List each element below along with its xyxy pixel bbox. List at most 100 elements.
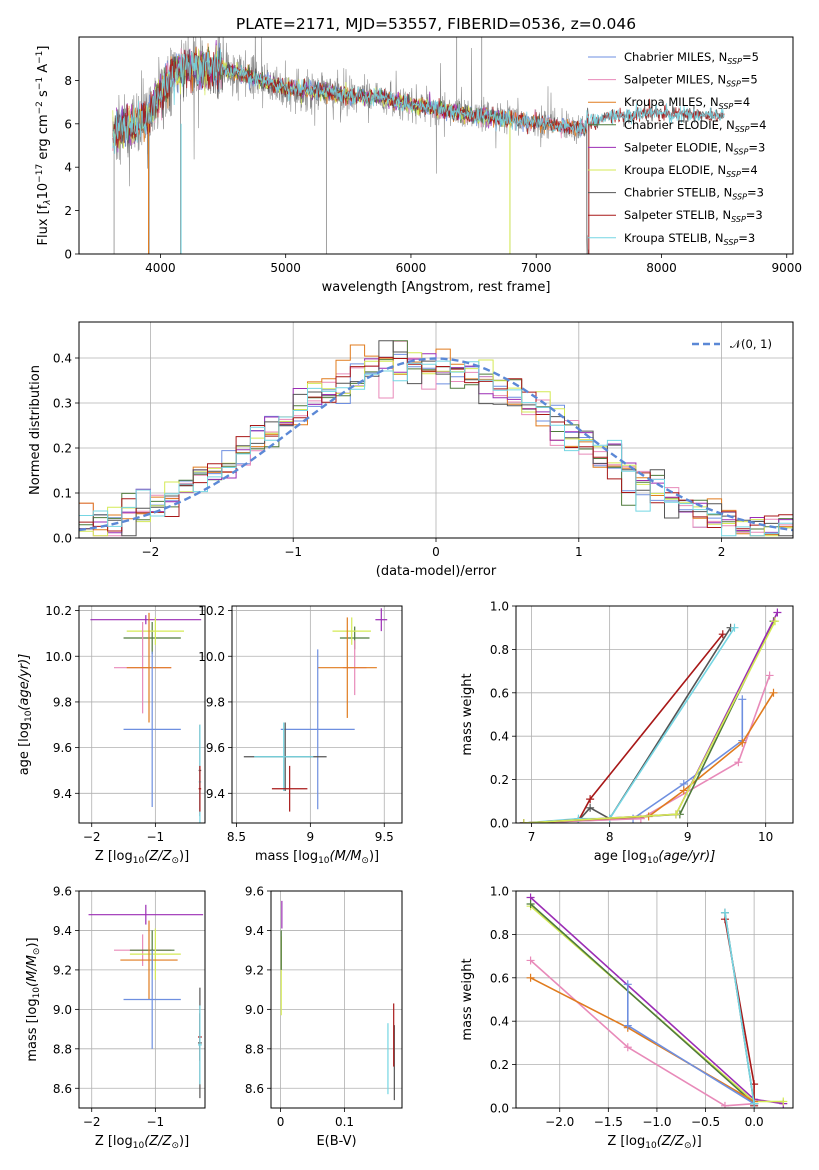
spectrum-plot-area [112, 37, 725, 254]
mass_vs_ebv-plot-area [280, 900, 395, 1101]
mass_vs_ebv-ytick-label: 9.4 [245, 924, 264, 938]
weight-marker [526, 973, 535, 982]
spectrum-xtick-label: 4000 [145, 261, 176, 275]
weight-marker [586, 795, 595, 804]
legend-entry: Salpeter STELIB, NSSP=3 [624, 208, 763, 224]
weight_vs_age-panel: 7 8 9 10 0.0 0.2 0.4 0.6 0.8 1.0 age [log10(age/yr… [460, 600, 794, 866]
mass_vs_Z-xlabel: Z [log10(Z/Z⊙)] [95, 1134, 189, 1151]
weight_vs_age-ytick-label: 0.2 [490, 773, 509, 787]
spectrum-xtick-label: 7000 [521, 261, 552, 275]
age_vs_mass-ytick-label: 9.4 [206, 787, 225, 801]
mass_vs_ebv-ytick-label: 8.8 [245, 1042, 264, 1056]
weight-series-line [523, 620, 776, 823]
spectrum-ytick-label: 4 [64, 161, 72, 175]
mass_vs_ebv-ytick-label: 9.0 [245, 1003, 264, 1017]
plots: 4000 5000 6000 7000 8000 9000 0 2 4 6 8 wavelength … [17, 36, 802, 1151]
age_vs_mass-ytick-label: 9.6 [206, 741, 225, 755]
spectrum-xtick-label: 6000 [396, 261, 427, 275]
age_vs_mass-panel: 8.5 9 9.5 9.4 9.6 9.8 10.0 10.2 mass [log10(M/M⊙… [198, 604, 403, 866]
weight-marker [738, 695, 747, 704]
weight_vs_age-xtick-label: 8 [606, 830, 614, 844]
mass_vs_Z-ytick-label: 8.8 [53, 1042, 72, 1056]
weight-marker [718, 630, 727, 639]
age_vs_Z-xtick-label: −1 [147, 830, 165, 844]
weight-series-line [523, 675, 771, 823]
residuals-xtick-label: 2 [718, 545, 726, 559]
weight_vs_age-ytick-label: 0.0 [490, 817, 509, 831]
mass_vs_ebv-xtick-label: 0 [277, 1115, 285, 1129]
age_vs_mass-ytick-label: 9.8 [206, 695, 225, 709]
spectrum-frame [78, 36, 794, 255]
mass-ylabel: mass [log10(M/M⊙)] [25, 937, 42, 1061]
weight-marker [773, 608, 782, 617]
weight-marker [730, 623, 739, 632]
weight_vs_Z-xtick-label: −1.0 [642, 1115, 671, 1129]
mass_vs_Z-xtick-label: −1 [147, 1115, 165, 1129]
weight-series-line [523, 627, 732, 823]
mass_vs_Z-xtick-label: −2 [83, 1115, 101, 1129]
weight-marker [779, 1097, 788, 1106]
residuals-xtick-label: −1 [284, 545, 302, 559]
weight_vs_age-ylabel: mass weight [460, 673, 475, 755]
weight-marker [720, 1101, 729, 1108]
age_vs_Z-ytick-label: 10.0 [45, 650, 72, 664]
age_vs_Z-ytick-label: 9.8 [53, 695, 72, 709]
age_vs_Z-ytick-label: 10.2 [45, 604, 72, 618]
age_vs_Z-panel: −2 −1 9.4 9.6 9.8 10.0 10.2 Z [log10(Z/Z⊙)] age … [17, 604, 206, 866]
weight-marker [765, 671, 774, 680]
weight_vs_age-xtick-label: 7 [528, 830, 536, 844]
residuals-ylabel: Normed distribution [28, 365, 43, 495]
spectrum-model-line [112, 49, 725, 154]
weight_vs_Z-xtick-label: 0.0 [745, 1115, 764, 1129]
weight_vs_age-xtick-label: 10 [758, 830, 773, 844]
weight-series-line [530, 903, 755, 1105]
weight-marker [769, 688, 778, 697]
mass_vs_Z-ytick-label: 9.4 [53, 924, 72, 938]
mass_vs_ebv-ytick-label: 9.2 [245, 963, 264, 977]
age_vs_mass-xtick-label: 9 [307, 830, 315, 844]
weight_vs_Z-ytick-label: 0.0 [490, 1102, 509, 1116]
legend-entry: Kroupa MILES, NSSP=4 [624, 95, 750, 111]
legend-entry: Chabrier STELIB, NSSP=3 [624, 186, 764, 202]
weight_vs_Z-ytick-label: 0.8 [490, 928, 509, 942]
spectrum-xtick-label: 5000 [270, 261, 301, 275]
legend-entry: Salpeter MILES, NSSP=5 [624, 73, 758, 89]
weight_vs_age-xlabel: age [log10(age/yr)] [594, 849, 716, 866]
spectrum-ylabel: Flux [fλ10−17 erg cm−2 s−1 A−1] [35, 46, 53, 246]
gaussian-curve [79, 357, 793, 532]
weight-marker [526, 900, 535, 909]
weight_vs_Z-xtick-label: −1.5 [594, 1115, 623, 1129]
mass_vs_ebv-ytick-label: 9.6 [245, 885, 264, 899]
weight-series-line [523, 627, 736, 823]
weight_vs_age-ytick-label: 0.4 [490, 730, 509, 744]
spectrum-data-line [112, 37, 589, 254]
residuals-ytick-label: 0.3 [53, 397, 72, 411]
age_vs_mass-ytick-label: 10.0 [198, 650, 225, 664]
age_vs_mass-plot-area [243, 608, 388, 812]
age_vs_mass-xlabel: mass [log10(M/M⊙)] [255, 849, 379, 866]
weight_vs_Z-ytick-label: 0.2 [490, 1058, 509, 1072]
weight-marker [671, 810, 680, 819]
age_vs_Z-ytick-label: 9.6 [53, 741, 72, 755]
age_vs_mass-frame [231, 605, 403, 824]
legend-entry: Kroupa STELIB, NSSP=3 [624, 231, 755, 247]
weight-series-line [523, 699, 744, 823]
mass_vs_Z-ytick-label: 9.2 [53, 963, 72, 977]
weight_vs_Z-xlabel: Z [log10(Z/Z⊙)] [607, 1134, 701, 1151]
mass_vs_Z-ytick-label: 9.6 [53, 885, 72, 899]
age_vs_Z-plot-area [90, 612, 202, 823]
residuals-plot-area [79, 340, 793, 537]
weight-series-line [530, 959, 755, 1107]
spectrum-ytick-label: 0 [64, 248, 72, 262]
weight_vs_Z-ytick-label: 1.0 [490, 885, 509, 899]
legend-entry: Salpeter ELODIE, NSSP=3 [624, 140, 765, 156]
weight-marker [734, 758, 743, 767]
weight-marker [679, 786, 688, 795]
residuals-panel: −2 −1 0 1 2 0.0 0.1 0.2 0.3 0.4 𝒩(0, 1) (data-model… [28, 321, 794, 579]
weight_vs_Z-ylabel: mass weight [460, 958, 475, 1040]
weight_vs_age-ytick-label: 0.8 [490, 643, 509, 657]
age_vs_Z-frame [78, 605, 206, 824]
age_vs_Z-ytick-label: 9.4 [53, 787, 72, 801]
mass_vs_ebv-panel: 0 0.1 8.6 8.8 9.0 9.2 9.4 9.6 E(B-V) [245, 885, 403, 1149]
